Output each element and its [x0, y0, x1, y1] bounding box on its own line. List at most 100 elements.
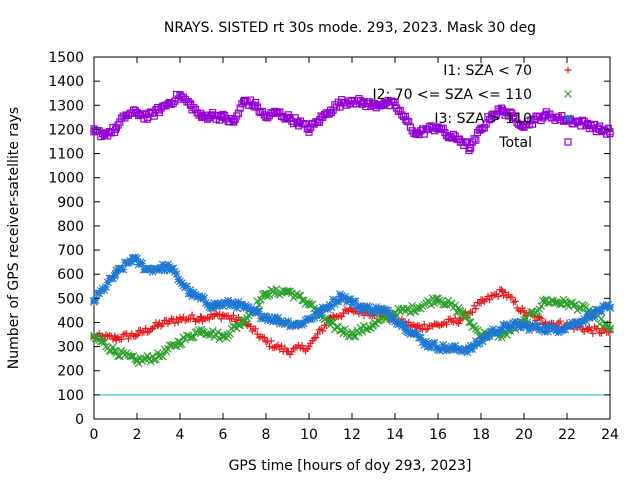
sample-point [323, 305, 332, 314]
data-point [219, 113, 227, 121]
data-point [445, 133, 453, 141]
plot-frame [93, 56, 611, 420]
sample-point [164, 260, 172, 269]
data-point [359, 99, 367, 107]
sample-point [583, 310, 592, 319]
sample-point [418, 338, 427, 347]
sample-point [587, 308, 596, 317]
sample-point [262, 312, 270, 321]
data-point [401, 323, 410, 332]
data-point [219, 333, 227, 341]
data-point [262, 113, 270, 121]
sample-point [198, 327, 207, 336]
data-point [413, 323, 420, 331]
y-tick-label: 500 [57, 291, 84, 307]
sample-point [258, 314, 267, 323]
sample-point [439, 124, 447, 132]
data-point [143, 265, 152, 274]
data-point [208, 111, 216, 119]
data-point [229, 299, 238, 308]
sample-point [408, 301, 417, 310]
data-point [488, 111, 496, 119]
y-tick-label: 1500 [48, 50, 84, 66]
sample-point [535, 313, 543, 321]
chart-title: NRAYS. SISTED rt 30s mode. 293, 2023. Ma… [164, 20, 536, 36]
sample-point [216, 310, 224, 318]
data-point [101, 130, 109, 138]
data-point [155, 321, 162, 329]
sample-point [508, 323, 516, 332]
sample-point [257, 333, 265, 341]
data-point [552, 113, 560, 121]
sample-point [365, 303, 374, 311]
data-point [434, 294, 442, 303]
sample-point [126, 352, 135, 361]
sample-point [489, 325, 497, 334]
legend-label: I2: 70 <= SZA <= 110 [372, 87, 532, 103]
sample-point [237, 300, 246, 309]
sample-point [416, 333, 425, 342]
data-point [531, 116, 539, 124]
data-point [230, 118, 238, 126]
sample-point [482, 333, 491, 342]
legend-label: Total [498, 135, 532, 151]
y-tick-label: 900 [57, 195, 84, 211]
y-axis: 0 100 200 300 400 500 600 700 800 900 1000 1100 1200… [48, 50, 610, 428]
sample-point [590, 312, 599, 321]
data-point [574, 118, 582, 126]
y-tick-label: 300 [57, 340, 84, 356]
legend-item-i2-70-sza-110: I2: 70 <= SZA <= 110 [372, 87, 572, 103]
data-point [283, 287, 292, 296]
sample-point [392, 319, 401, 328]
sample-point [256, 295, 265, 304]
sample-point [441, 319, 449, 327]
x-tick-label: 8 [262, 427, 271, 443]
data-point [208, 301, 217, 310]
sample-point [290, 345, 298, 353]
x-tick-label: 12 [343, 427, 361, 443]
sample-point [150, 323, 158, 331]
sample-point [220, 298, 229, 307]
sample-point [430, 338, 439, 347]
sample-point [256, 314, 265, 323]
sample-point [217, 299, 226, 308]
sample-point [200, 294, 209, 303]
sample-point [118, 335, 126, 343]
sample-point [181, 316, 189, 324]
sample-point [260, 334, 268, 342]
data-point [198, 314, 205, 322]
sample-point [420, 320, 428, 328]
sample-point [443, 320, 451, 328]
data-point [326, 106, 335, 114]
sample-point [556, 317, 564, 325]
sample-point [451, 314, 459, 322]
sample-point [473, 340, 482, 348]
data-point [337, 291, 346, 300]
sample-point [284, 317, 293, 326]
sample-point [310, 334, 318, 342]
sample-point [182, 331, 191, 340]
data-point [176, 92, 184, 100]
x-tick-label: 14 [386, 427, 404, 443]
sample-point [229, 311, 237, 319]
data-point [133, 357, 141, 366]
sample-point [272, 285, 281, 293]
data-point [509, 113, 517, 121]
sample-point [188, 311, 196, 319]
sample-point [267, 337, 275, 345]
x-tick-label: 16 [429, 427, 447, 443]
data-point [240, 316, 249, 324]
data-point [165, 263, 174, 271]
sample-point [348, 328, 356, 337]
sample-point [265, 313, 274, 322]
sample-point [334, 297, 343, 306]
x-tick-label: 2 [133, 427, 142, 443]
data-point [240, 96, 249, 105]
sample-point [472, 136, 480, 144]
sample-point [486, 296, 494, 304]
sample-point [465, 318, 473, 327]
data-point [90, 333, 98, 341]
data-point [197, 113, 206, 121]
data-point [186, 289, 195, 298]
series-i3-sza-110 [90, 253, 614, 357]
